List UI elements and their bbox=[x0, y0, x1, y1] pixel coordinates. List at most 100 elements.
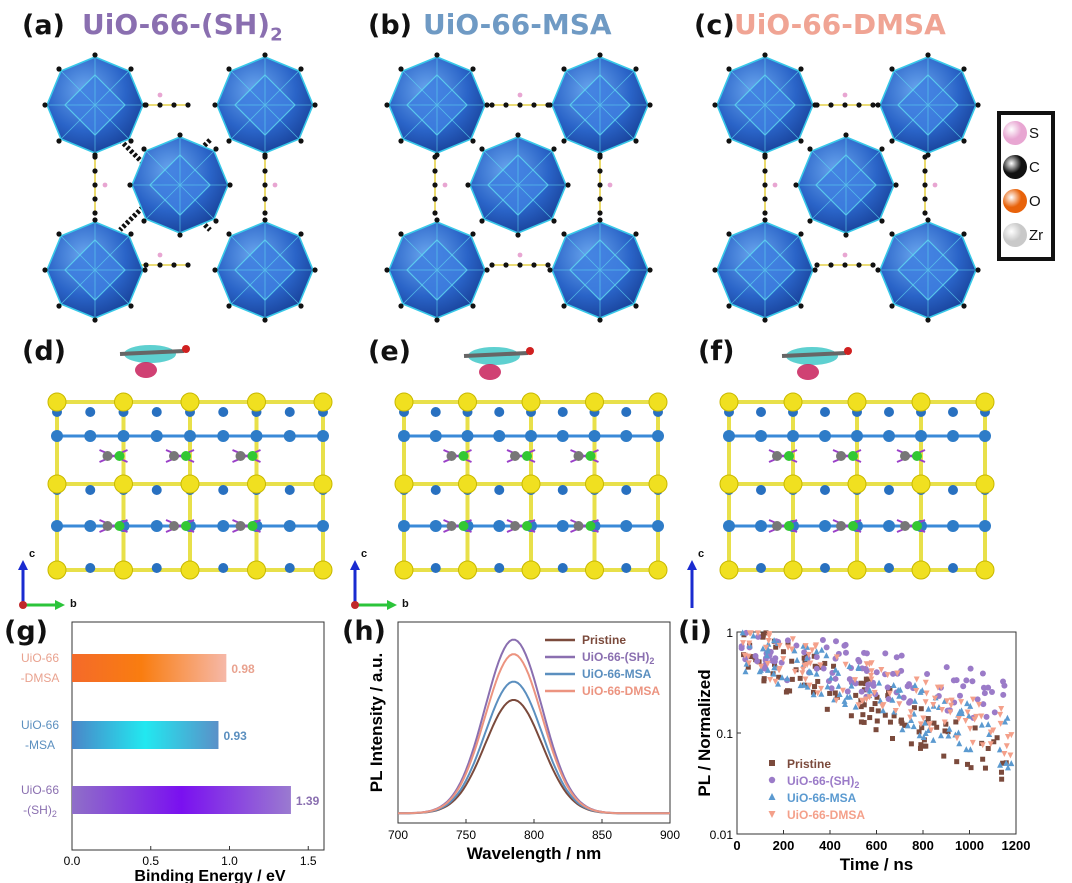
data-point bbox=[868, 676, 875, 683]
data-point bbox=[738, 645, 745, 652]
data-point bbox=[898, 652, 905, 659]
panel-a-title-sub: 2 bbox=[270, 24, 283, 46]
data-point bbox=[908, 741, 914, 747]
atom bbox=[621, 563, 632, 573]
x-tick-label: 0.0 bbox=[64, 854, 81, 868]
atom bbox=[218, 485, 229, 495]
data-point bbox=[922, 730, 929, 737]
y-axis-label: PL / Normalized bbox=[695, 669, 714, 796]
atom bbox=[521, 474, 541, 494]
data-point bbox=[972, 725, 978, 731]
data-point bbox=[822, 660, 828, 666]
bar-1 bbox=[72, 721, 219, 749]
atom bbox=[494, 407, 505, 417]
axis-triad-e: c b bbox=[347, 548, 417, 614]
atom bbox=[47, 474, 67, 494]
x-tick-label: 850 bbox=[592, 828, 612, 842]
atom bbox=[787, 430, 799, 442]
data-point bbox=[920, 733, 927, 740]
bar-0 bbox=[72, 654, 227, 682]
atom bbox=[247, 560, 266, 580]
data-point bbox=[746, 630, 753, 637]
atom bbox=[585, 560, 604, 580]
panel-c-title: UiO-66-DMSA bbox=[734, 8, 946, 41]
data-point bbox=[873, 727, 879, 733]
panel-a-label: (a) bbox=[22, 10, 65, 41]
slab-model bbox=[394, 347, 668, 580]
charts-row: 0.98UiO-66-DMSA0.93UiO-66-MSA1.39UiO-66-… bbox=[21, 621, 1030, 883]
data-point bbox=[846, 676, 853, 683]
data-point bbox=[953, 719, 959, 725]
data-point bbox=[979, 742, 986, 749]
series-line-3 bbox=[398, 653, 670, 815]
panel-g-label: (g) bbox=[4, 616, 49, 647]
atom bbox=[51, 520, 63, 532]
data-point bbox=[988, 689, 995, 696]
data-point bbox=[861, 687, 867, 693]
atom bbox=[847, 392, 867, 412]
atom bbox=[247, 392, 266, 412]
data-point bbox=[813, 670, 820, 677]
data-point bbox=[813, 642, 820, 649]
data-point bbox=[928, 727, 935, 734]
atom bbox=[180, 392, 200, 412]
data-point bbox=[835, 669, 842, 676]
data-point bbox=[824, 683, 831, 690]
structure-a bbox=[41, 51, 319, 324]
data-point bbox=[911, 682, 918, 689]
data-point bbox=[743, 660, 750, 667]
data-point bbox=[754, 658, 761, 665]
data-point bbox=[985, 745, 991, 751]
data-point bbox=[794, 656, 801, 663]
axis-triad-f: c bbox=[682, 548, 722, 614]
data-point bbox=[789, 636, 796, 643]
data-point bbox=[855, 656, 862, 663]
chart-g-binding-energy: 0.98 UiO-66 -DMSA 0.93 UiO-66 -MSA 1.39 UiO-66 -… bbox=[21, 621, 325, 883]
data-point bbox=[875, 708, 881, 714]
data-point bbox=[789, 658, 795, 664]
x-tick-label: 0 bbox=[733, 838, 740, 853]
data-point bbox=[918, 706, 924, 712]
atom bbox=[151, 407, 162, 417]
data-point bbox=[801, 655, 807, 661]
data-point bbox=[834, 694, 840, 700]
data-point bbox=[887, 719, 893, 725]
data-point bbox=[832, 666, 839, 673]
data-point bbox=[979, 670, 986, 677]
data-point bbox=[763, 652, 770, 659]
data-point bbox=[969, 678, 976, 685]
x-tick-label: 1000 bbox=[955, 838, 984, 853]
atom bbox=[84, 520, 97, 532]
data-point bbox=[839, 687, 846, 694]
atom bbox=[621, 485, 632, 495]
x-tick-label: 0.5 bbox=[142, 854, 159, 868]
legend-label: UiO-66-DMSA bbox=[787, 808, 865, 822]
data-point bbox=[784, 637, 791, 644]
data-point bbox=[925, 716, 931, 722]
legend-marker bbox=[768, 811, 776, 818]
guest-molecule bbox=[165, 519, 195, 533]
data-point bbox=[877, 697, 884, 704]
x-axis-label: Wavelength / nm bbox=[467, 844, 601, 863]
data-point bbox=[754, 630, 761, 637]
atom bbox=[820, 563, 830, 573]
guest-molecule bbox=[768, 449, 798, 463]
panel-e-label: (e) bbox=[368, 336, 411, 367]
atom bbox=[557, 485, 568, 495]
atom bbox=[184, 430, 196, 442]
data-point bbox=[943, 721, 949, 727]
data-point bbox=[996, 746, 1003, 753]
data-point bbox=[799, 670, 806, 677]
atom bbox=[458, 474, 477, 494]
atom bbox=[150, 430, 163, 442]
atom bbox=[948, 485, 958, 495]
data-point bbox=[763, 630, 769, 636]
adsorbate-molecule bbox=[119, 345, 190, 378]
data-point bbox=[978, 721, 985, 728]
data-point bbox=[852, 680, 859, 687]
data-point bbox=[884, 684, 891, 691]
data-point bbox=[874, 718, 880, 724]
data-point bbox=[769, 657, 776, 664]
data-point bbox=[980, 684, 987, 691]
data-point bbox=[819, 636, 826, 643]
